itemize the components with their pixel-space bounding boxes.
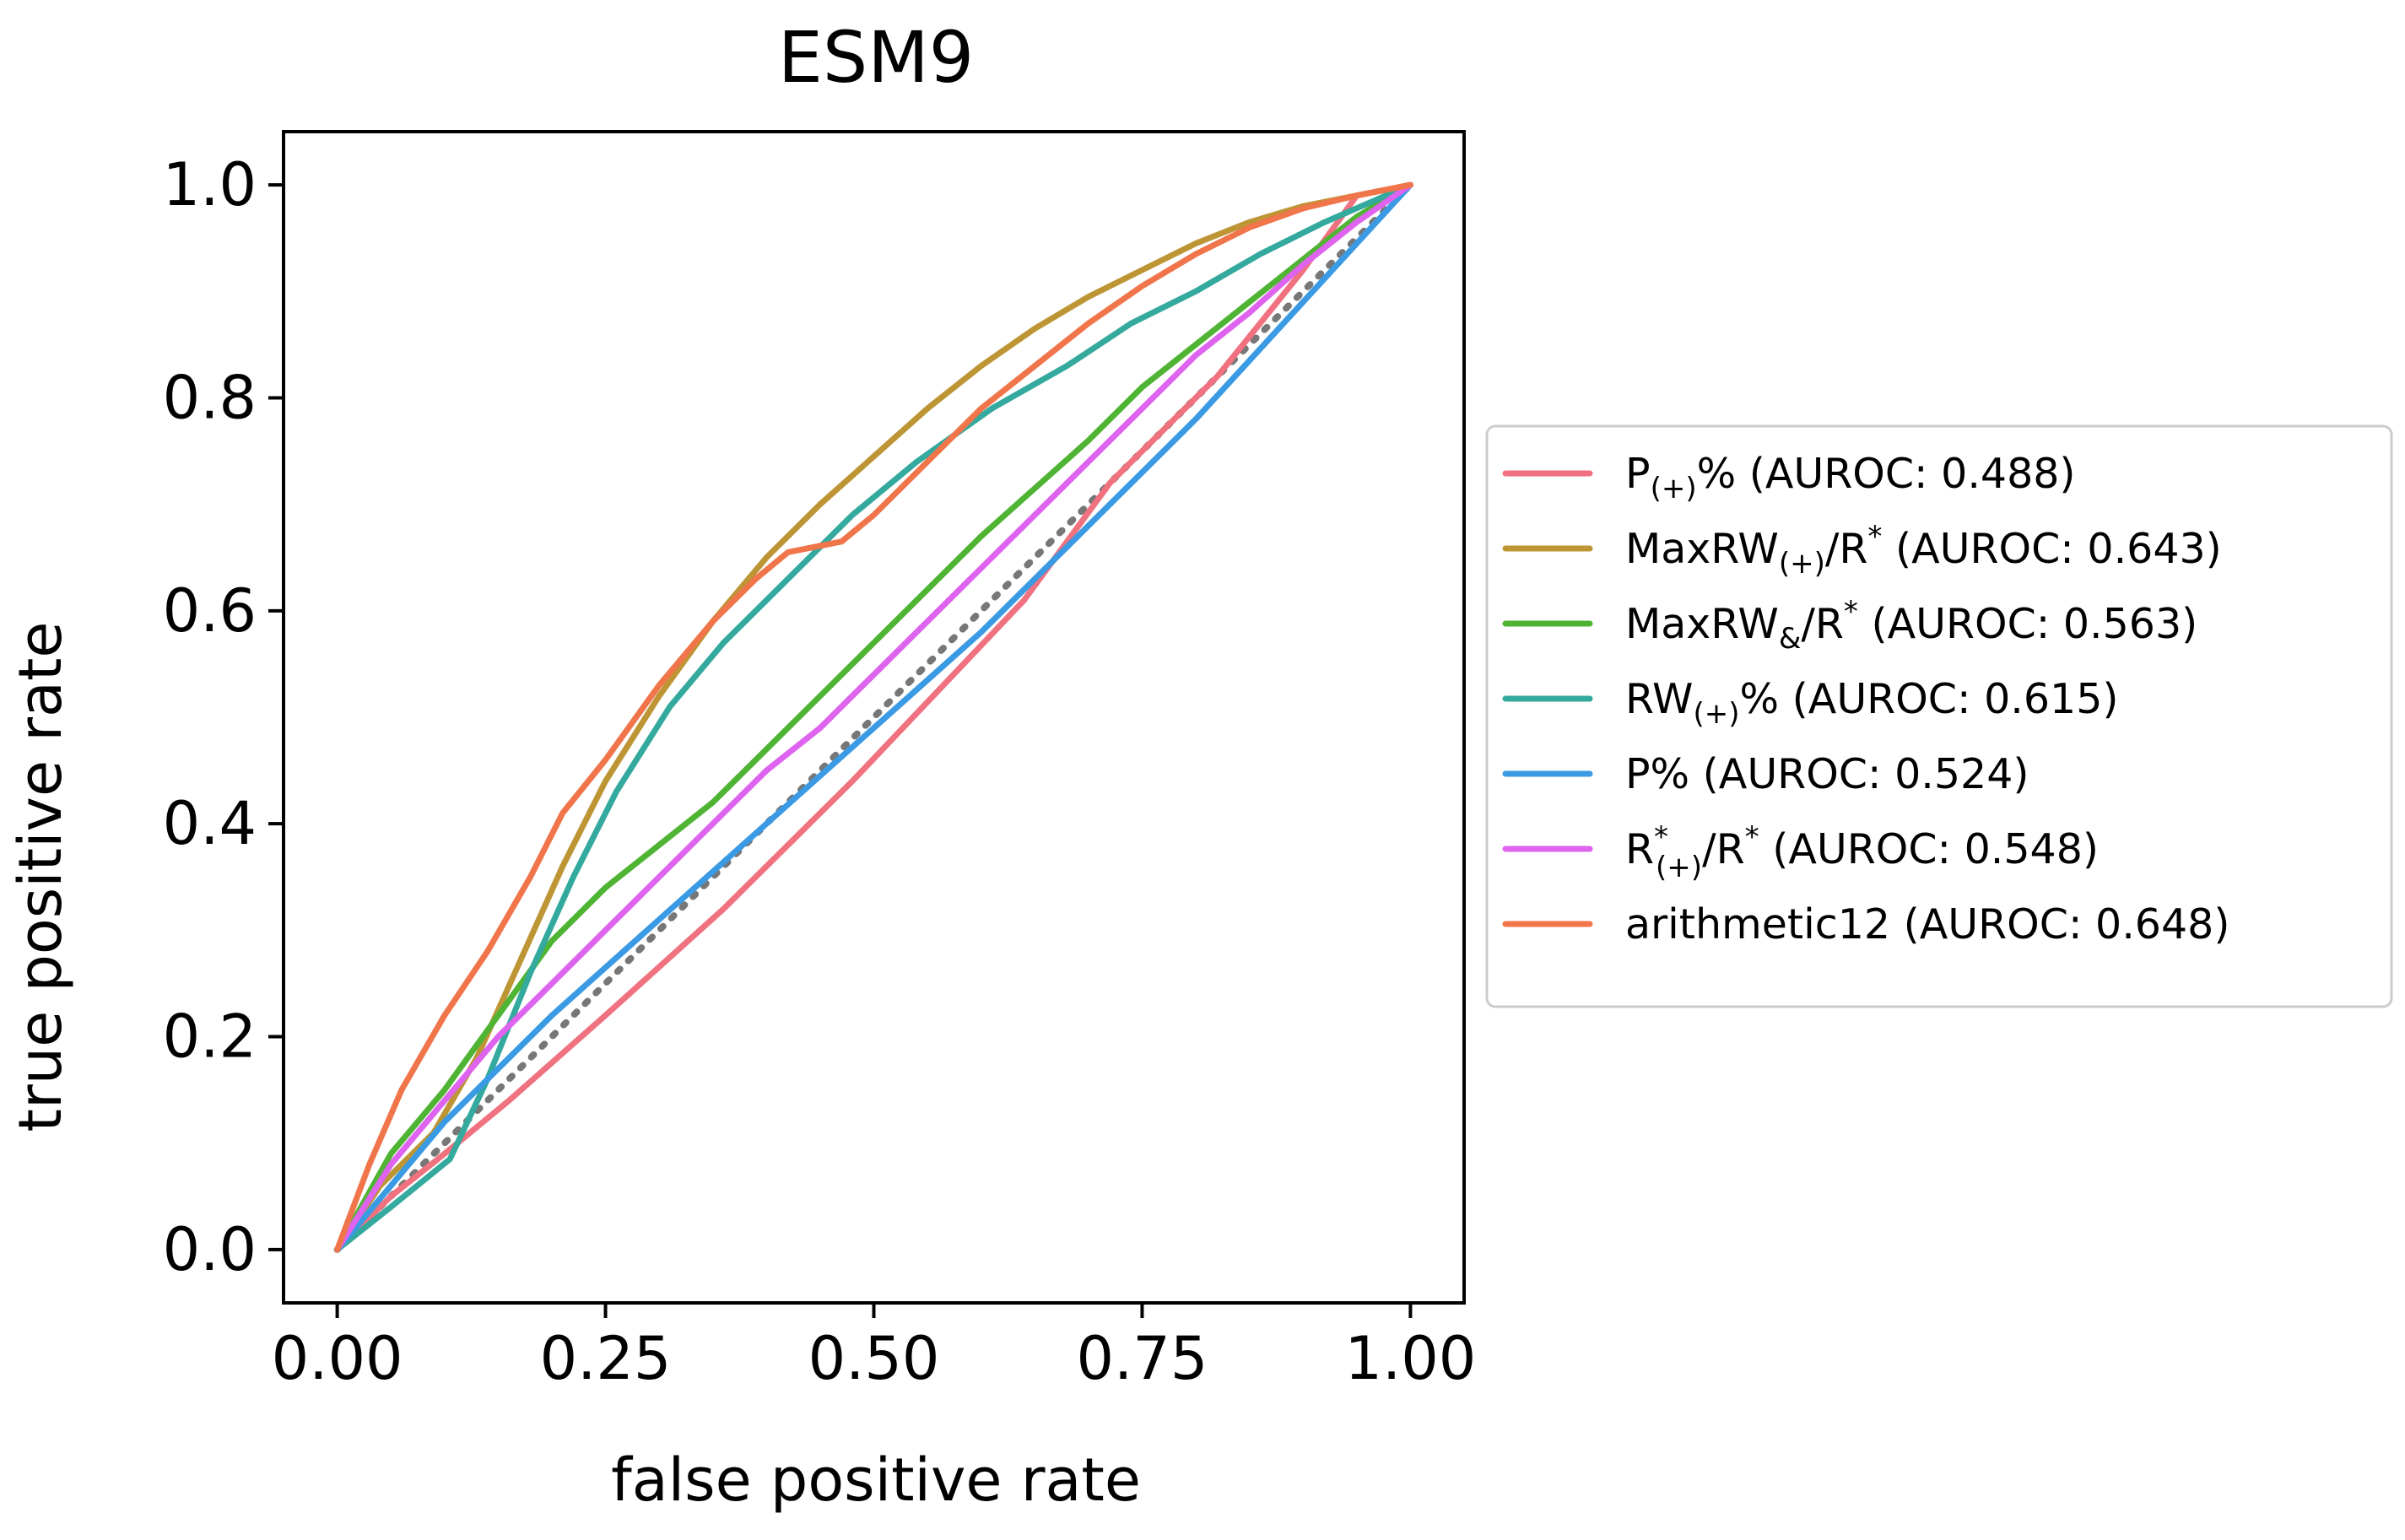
series-line-3	[334, 181, 1413, 1253]
legend-label-tail: (AUROC: 0.643)	[1882, 525, 2221, 573]
y-tick-label: 1.0	[163, 150, 257, 219]
legend-label-1: P(+)% (AUROC: 0.488)	[1625, 450, 2076, 505]
legend-label-superscript: *	[1867, 520, 1882, 554]
y-tick-label: 0.8	[163, 363, 257, 432]
series-line-5	[334, 181, 1413, 1253]
legend: P(+)% (AUROC: 0.488)MaxRW(+)/R* (AUROC: …	[1485, 424, 2393, 1008]
series-line-2	[334, 181, 1413, 1253]
legend-label-subscript: &	[1779, 622, 1802, 656]
x-tick-label: 0.50	[808, 1324, 940, 1393]
plot-frame	[282, 130, 1466, 1305]
legend-label-rest: % (AUROC: 0.615)	[1740, 675, 2119, 723]
y-tick-label: 0.4	[163, 789, 257, 858]
x-tick-label: 1.00	[1344, 1324, 1476, 1393]
legend-label-rest: /R	[1702, 825, 1745, 873]
legend-label-rest: % (AUROC: 0.488)	[1697, 450, 2076, 498]
legend-label-main: arithmetic12 (AUROC: 0.648)	[1625, 900, 2229, 948]
x-tick-label: 0.75	[1077, 1324, 1208, 1393]
x-tick-label: 0.25	[540, 1324, 672, 1393]
legend-label-main: RW	[1625, 675, 1694, 723]
series-line-7	[334, 181, 1413, 1253]
legend-label-main: P	[1625, 450, 1651, 498]
plot-area: 0.00 0.25 0.50 0.75 1.00 0.0 0.2 0.4 0.6 0.8 1.0	[163, 130, 1476, 1393]
legend-label-subscript: (+)	[1779, 547, 1825, 581]
y-tick-label: 0.6	[163, 576, 257, 646]
legend-label-7: arithmetic12 (AUROC: 0.648)	[1625, 900, 2229, 948]
series-line-6	[334, 181, 1413, 1253]
chart-title: ESM9	[778, 16, 974, 99]
legend-box	[1485, 424, 2393, 1008]
legend-label-main: MaxRW	[1625, 525, 1779, 573]
series-line-1	[334, 181, 1413, 1253]
legend-label-subscript: (+)	[1694, 697, 1740, 731]
legend-label-main: R	[1625, 825, 1654, 873]
legend-label-5: P% (AUROC: 0.524)	[1625, 750, 2029, 798]
legend-label-subscript: (+)	[1651, 472, 1697, 505]
legend-label-tail: (AUROC: 0.563)	[1858, 600, 2197, 648]
legend-label-rest: /R	[1801, 600, 1844, 648]
legend-label-main: P% (AUROC: 0.524)	[1625, 750, 2029, 798]
legend-label-3: MaxRW&/R* (AUROC: 0.563)	[1625, 595, 2197, 656]
legend-label-rest: /R	[1825, 525, 1868, 573]
legend-label-superscript: *	[1745, 820, 1759, 854]
y-axis-label: true positive rate	[6, 622, 75, 1132]
y-tick-label: 0.2	[163, 1002, 257, 1072]
y-tick-label: 0.0	[163, 1215, 257, 1284]
legend-label-2: MaxRW(+)/R* (AUROC: 0.643)	[1625, 520, 2222, 581]
legend-label-main: MaxRW	[1625, 600, 1779, 648]
legend-label-superscript: *	[1654, 820, 1668, 854]
x-axis-label: false positive rate	[611, 1445, 1141, 1515]
legend-label-4: RW(+)% (AUROC: 0.615)	[1625, 675, 2119, 731]
legend-label-6: R* (+)/R* (AUROC: 0.548)	[1625, 820, 2099, 884]
legend-label-tail: (AUROC: 0.548)	[1759, 825, 2099, 873]
legend-label-superscript: *	[1844, 595, 1858, 629]
legend-label-subscript: (+)	[1656, 851, 1702, 884]
x-tick-label: 0.00	[272, 1324, 403, 1393]
